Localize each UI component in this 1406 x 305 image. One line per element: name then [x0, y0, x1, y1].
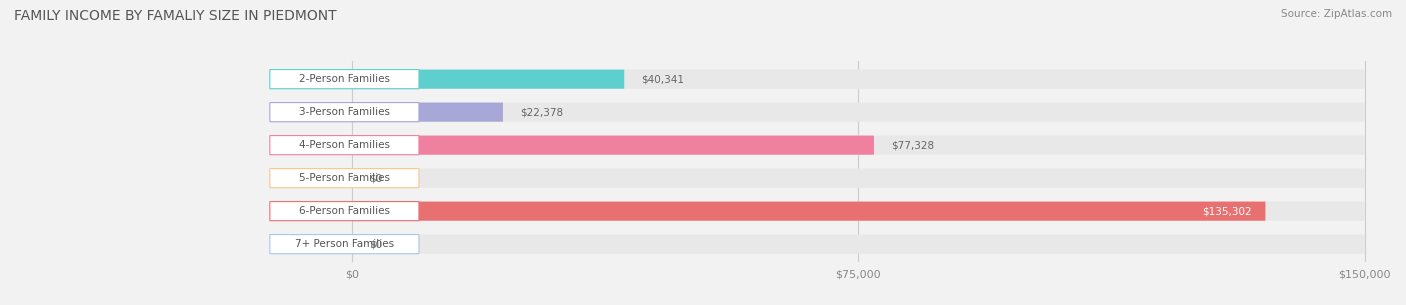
FancyBboxPatch shape	[270, 169, 419, 188]
Text: $135,302: $135,302	[1202, 206, 1251, 216]
Text: Source: ZipAtlas.com: Source: ZipAtlas.com	[1281, 9, 1392, 19]
FancyBboxPatch shape	[352, 70, 624, 89]
Text: 3-Person Families: 3-Person Families	[299, 107, 389, 117]
FancyBboxPatch shape	[270, 235, 419, 254]
FancyBboxPatch shape	[352, 169, 1365, 188]
Text: $0: $0	[368, 239, 382, 249]
Text: $77,328: $77,328	[891, 140, 934, 150]
Text: $22,378: $22,378	[520, 107, 562, 117]
FancyBboxPatch shape	[270, 136, 419, 155]
FancyBboxPatch shape	[270, 202, 419, 221]
FancyBboxPatch shape	[352, 136, 1365, 155]
FancyBboxPatch shape	[352, 235, 1365, 254]
Text: 2-Person Families: 2-Person Families	[299, 74, 389, 84]
Text: 7+ Person Families: 7+ Person Families	[295, 239, 394, 249]
FancyBboxPatch shape	[352, 202, 1365, 221]
Text: $0: $0	[368, 173, 382, 183]
FancyBboxPatch shape	[352, 70, 1365, 89]
FancyBboxPatch shape	[270, 70, 419, 89]
FancyBboxPatch shape	[352, 136, 875, 155]
Text: 4-Person Families: 4-Person Families	[299, 140, 389, 150]
Text: FAMILY INCOME BY FAMALIY SIZE IN PIEDMONT: FAMILY INCOME BY FAMALIY SIZE IN PIEDMON…	[14, 9, 336, 23]
Text: 6-Person Families: 6-Person Families	[299, 206, 389, 216]
Text: $40,341: $40,341	[641, 74, 685, 84]
FancyBboxPatch shape	[270, 102, 419, 122]
FancyBboxPatch shape	[352, 102, 503, 122]
Text: 5-Person Families: 5-Person Families	[299, 173, 389, 183]
FancyBboxPatch shape	[352, 102, 1365, 122]
FancyBboxPatch shape	[352, 202, 1265, 221]
